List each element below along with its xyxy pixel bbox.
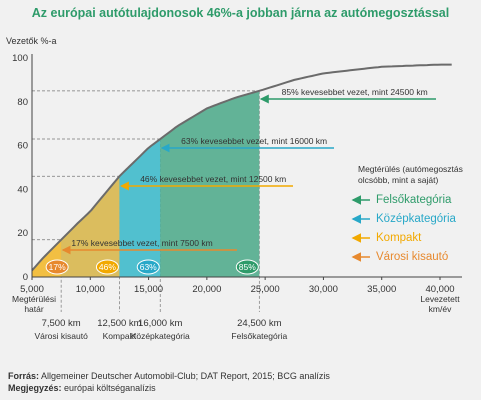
x-axis-label-line: Levezetett bbox=[420, 294, 460, 304]
threshold-category-label: Kompakt bbox=[103, 331, 137, 341]
percent-badge-label: 85% bbox=[239, 262, 256, 272]
note-label: Megjegyzés: bbox=[8, 383, 62, 393]
x-tick-label: 5,000 bbox=[20, 284, 44, 295]
chart-title: Az európai autótulajdonosok 46%-a jobban… bbox=[31, 6, 450, 20]
y-axis-label: Vezetők %-a bbox=[6, 36, 57, 46]
note-text: európai költséganalízis bbox=[64, 383, 156, 393]
threshold-km-label: 12,500 km bbox=[97, 318, 141, 329]
legend-item-label: Felsőkategória bbox=[376, 194, 452, 206]
percent-badge-label: 17% bbox=[49, 262, 66, 272]
x-tick-label: 10,000 bbox=[76, 284, 105, 295]
percent-badge bbox=[95, 259, 119, 275]
legend-title-line: Megtérülés (autómegosztás bbox=[358, 164, 463, 174]
source-text: Allgemeiner Deutscher Automobil-Club; DA… bbox=[41, 371, 330, 381]
x-tick-label: 25,000 bbox=[251, 284, 280, 295]
source-label: Forrás: bbox=[8, 371, 40, 381]
annotation-text: 17% kevesebbet vezet, mint 7500 km bbox=[71, 238, 212, 248]
percent-badge-label: 46% bbox=[99, 262, 116, 272]
percent-badge-label: 63% bbox=[140, 262, 157, 272]
percent-badge bbox=[235, 259, 259, 275]
x-tick-label: 35,000 bbox=[367, 284, 396, 295]
annotation-text: 46% kevesebbet vezet, mint 12500 km bbox=[140, 174, 286, 184]
legend-title: Megtérülés (autómegosztás olcsóbb, mint a… bbox=[358, 164, 463, 185]
annotation-text: 63% kevesebbet vezet, mint 16000 km bbox=[181, 136, 327, 146]
threshold-category-label: Középkategória bbox=[131, 331, 190, 341]
y-tick-label: 40 bbox=[17, 184, 28, 195]
threshold-category-label: Városi kisautó bbox=[34, 331, 88, 341]
y-tick-label: 60 bbox=[17, 141, 28, 152]
legend-item-label: Középkategória bbox=[376, 213, 457, 225]
chart-footer: Forrás: Allgemeiner Deutscher Automobil-… bbox=[8, 370, 330, 394]
legend-item-label: Városi kisautó bbox=[376, 251, 448, 263]
legend-title-line: olcsóbb, mint a saját) bbox=[358, 175, 438, 185]
y-tick-label: 100 bbox=[12, 53, 28, 64]
x-tick-label: 15,000 bbox=[134, 284, 163, 295]
source-line: Forrás: Allgemeiner Deutscher Automobil-… bbox=[8, 370, 330, 382]
x-tick-label: 40,000 bbox=[425, 284, 454, 295]
threshold-km-label: 24,500 km bbox=[237, 318, 281, 329]
threshold-category-label: Felsőkategória bbox=[231, 331, 287, 341]
threshold-km-label: 16,000 km bbox=[138, 318, 182, 329]
x-tick-sublabel-line: Megtérülési bbox=[12, 294, 56, 304]
note-line: Megjegyzés: európai költséganalízis bbox=[8, 382, 330, 394]
distribution-curve bbox=[31, 63, 452, 272]
x-tick-label: 30,000 bbox=[309, 284, 338, 295]
percent-badge bbox=[136, 259, 160, 275]
x-tick-sublabel-line: határ bbox=[24, 304, 44, 314]
y-tick-label: 20 bbox=[17, 228, 28, 239]
x-tick-sublabel: Megtérülési határ bbox=[12, 294, 56, 314]
y-tick-label: 80 bbox=[17, 97, 28, 108]
x-axis-label-line: km/év bbox=[429, 304, 452, 314]
x-tick-label: 20,000 bbox=[192, 284, 221, 295]
percent-badge bbox=[45, 259, 69, 275]
annotation-text: 85% kevesebbet vezet, mint 24500 km bbox=[282, 87, 428, 97]
legend-item-label: Kompakt bbox=[376, 232, 422, 244]
x-axis-label: Levezetett km/év bbox=[420, 294, 460, 314]
threshold-km-label: 7,500 km bbox=[42, 318, 81, 329]
y-tick-label: 0 bbox=[23, 272, 28, 283]
